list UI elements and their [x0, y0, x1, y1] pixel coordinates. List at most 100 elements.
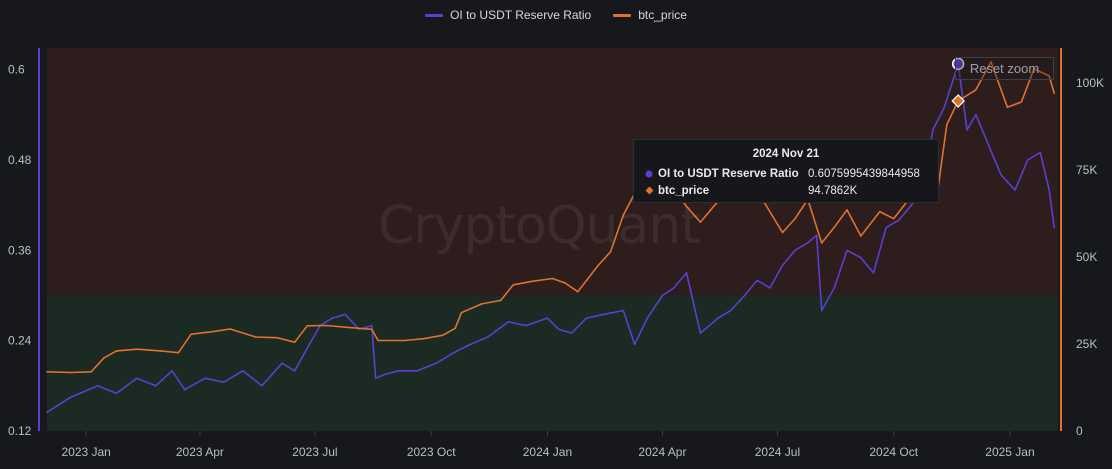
legend-item-oi-ratio[interactable]: OI to USDT Reserve Ratio [425, 8, 591, 22]
data-point [1006, 106, 1009, 108]
data-point [293, 341, 296, 344]
data-point [945, 123, 948, 126]
data-point [932, 129, 934, 131]
data-point [685, 272, 688, 274]
data-point [115, 392, 118, 395]
data-point [487, 336, 489, 338]
data-point [46, 371, 48, 373]
data-point [646, 317, 649, 319]
x-tick-label: 2023 Oct [407, 445, 456, 459]
data-point [699, 332, 702, 334]
data-point [281, 362, 283, 365]
data-point [975, 113, 977, 116]
left-tick-label: 0.12 [8, 424, 32, 438]
data-point [525, 324, 527, 327]
x-tick-label: 2023 Jan [61, 445, 110, 459]
data-point [96, 385, 99, 387]
legend-swatch-oi-ratio [425, 13, 444, 17]
data-point [990, 61, 992, 63]
data-point [135, 377, 138, 380]
data-point [673, 287, 675, 289]
tooltip-row-btc-price: btc_price 94.7862K [644, 182, 928, 199]
data-point [897, 219, 900, 221]
data-point [499, 299, 502, 302]
data-point [403, 339, 406, 342]
data-point [975, 88, 977, 91]
data-point [70, 396, 72, 398]
x-tick-label: 2025 Jan [985, 445, 1034, 459]
data-point [699, 221, 702, 223]
data-point [1033, 68, 1035, 70]
data-point [685, 205, 688, 208]
data-point [833, 287, 836, 289]
tooltip-value-oi-ratio: 0.6075995439844958 [808, 167, 920, 180]
right-tick-label: 75K [1076, 163, 1097, 177]
data-point [551, 277, 554, 280]
data-point [135, 348, 138, 350]
data-point [460, 311, 463, 314]
data-point [597, 264, 599, 267]
data-point [872, 272, 875, 274]
data-point [622, 214, 625, 216]
chart-legend: OI to USDT Reserve Ratio btc_price [0, 8, 1112, 22]
data-point [885, 226, 887, 229]
right-tick-label: 0 [1076, 424, 1083, 438]
data-point [242, 369, 244, 372]
data-point [860, 257, 862, 259]
data-point [609, 250, 612, 253]
data-point [183, 388, 186, 391]
x-tick-label: 2023 Jul [292, 445, 337, 459]
x-tick-label: 2023 Apr [176, 445, 224, 459]
data-point [370, 324, 373, 327]
data-point [1026, 159, 1029, 161]
data-point [531, 280, 534, 283]
left-tick-label: 0.36 [8, 243, 32, 257]
data-point [1053, 92, 1056, 95]
legend-item-btc-price[interactable]: btc_price [613, 8, 687, 22]
tooltip-date: 2024 Nov 21 [752, 148, 820, 160]
data-point [1020, 101, 1023, 103]
data-point [370, 328, 373, 331]
data-point [769, 287, 771, 289]
hover-marker-btc-price [951, 94, 966, 108]
data-point [966, 129, 968, 131]
data-point [576, 290, 579, 293]
data-point [154, 385, 157, 387]
data-point [879, 210, 881, 213]
right-tick-label: 25K [1076, 337, 1097, 351]
circle-marker-icon [644, 170, 654, 178]
data-point [1048, 189, 1050, 191]
right-tick-label: 50K [1076, 250, 1097, 264]
tooltip-row-oi-ratio: OI to USDT Reserve Ratio 0.6075995439844… [644, 165, 928, 182]
tooltip-label-oi-ratio: OI to USDT Reserve Ratio [658, 167, 799, 180]
data-point [229, 328, 232, 330]
data-point [585, 317, 588, 319]
legend-label-btc-price: btc_price [638, 8, 687, 22]
data-point [564, 282, 566, 284]
data-point [331, 317, 334, 319]
data-point [210, 330, 213, 333]
right-tick-label: 100K [1076, 76, 1104, 90]
data-point [254, 336, 257, 338]
data-point [441, 334, 444, 337]
data-point [1053, 226, 1056, 229]
data-point [860, 235, 862, 237]
data-point [276, 336, 278, 339]
data-point [454, 351, 456, 353]
data-point [397, 369, 400, 372]
data-point [1048, 75, 1050, 77]
left-tick-label: 0.6 [8, 63, 25, 77]
data-point [377, 339, 379, 342]
reset-zoom-button[interactable]: Reset zoom [955, 57, 1054, 80]
data-point [512, 283, 515, 286]
data-point [756, 279, 759, 282]
data-point [306, 347, 309, 349]
data-point [90, 371, 93, 373]
data-point [743, 294, 746, 297]
background-band-0 [47, 295, 1058, 431]
data-point [171, 369, 173, 372]
data-point [820, 242, 823, 244]
data-point [846, 249, 848, 252]
data-point [103, 357, 105, 359]
tooltip-value-btc-price: 94.7862K [808, 184, 858, 197]
